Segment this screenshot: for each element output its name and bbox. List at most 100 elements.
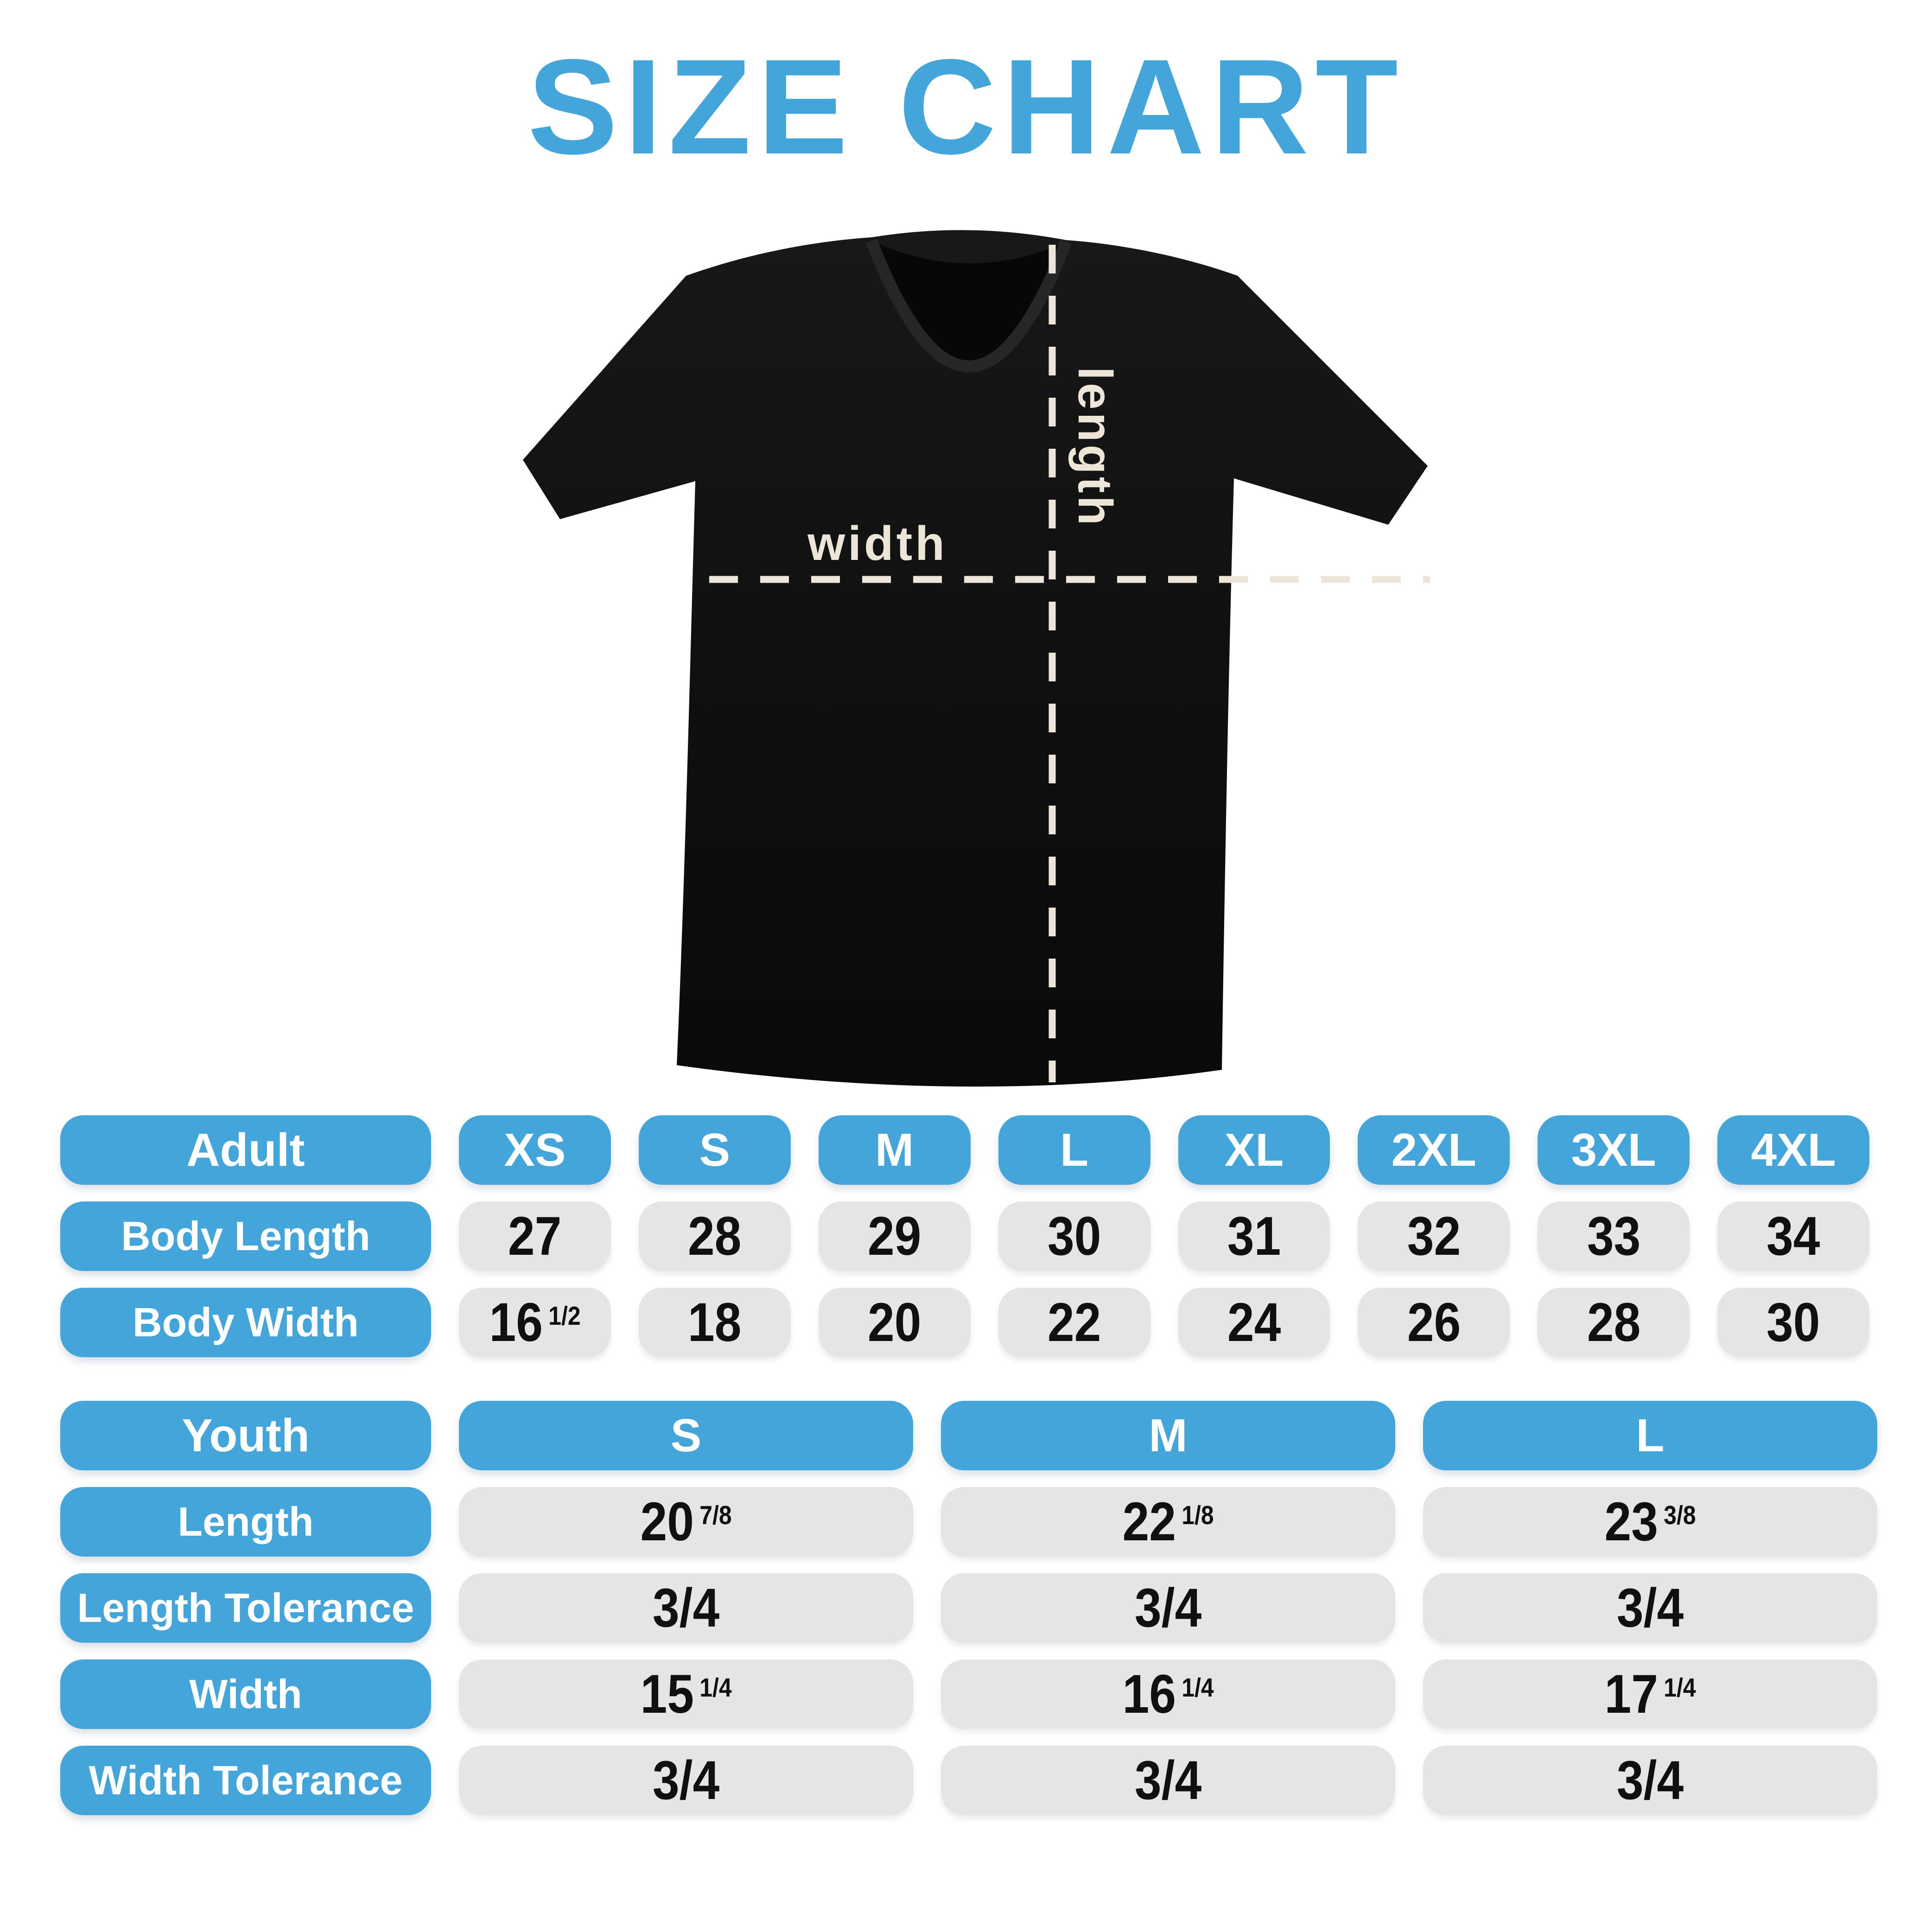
cell-value: 3/4 bbox=[1135, 1753, 1201, 1808]
cell-value: 16 1/2 bbox=[489, 1295, 580, 1350]
value-number: 18 bbox=[688, 1292, 742, 1353]
adult-size-header-3xl: 3XL bbox=[1538, 1115, 1690, 1185]
value-number: 15 bbox=[640, 1664, 694, 1725]
value-number: 17 bbox=[1604, 1664, 1658, 1725]
youth-table-title-cell: Youth bbox=[60, 1401, 431, 1470]
adult-body-width-l: 22 bbox=[998, 1288, 1150, 1357]
adult-table-title-cell: Adult bbox=[60, 1115, 431, 1185]
cell-value: 22 bbox=[1048, 1295, 1101, 1350]
cell-value: 20 7/8 bbox=[640, 1494, 731, 1549]
cell-value: 3/4 bbox=[1617, 1753, 1684, 1808]
youth-row-label-length-tolerance: Length Tolerance bbox=[60, 1573, 431, 1643]
adult-body-length-xl: 31 bbox=[1178, 1201, 1330, 1271]
tshirt-silhouette bbox=[523, 230, 1428, 1087]
adult-body-length-4xl: 34 bbox=[1717, 1201, 1869, 1271]
cell-value: 29 bbox=[868, 1209, 922, 1264]
adult-size-header-s: S bbox=[638, 1115, 791, 1185]
youth-length-l: 23 3/8 bbox=[1423, 1487, 1877, 1557]
adult-body-length-2xl: 32 bbox=[1358, 1201, 1510, 1271]
value-number: 22 bbox=[1122, 1491, 1176, 1552]
value-number: 20 bbox=[640, 1491, 694, 1552]
value-fraction: 1/4 bbox=[1664, 1673, 1696, 1703]
adult-size-header-4xl: 4XL bbox=[1717, 1115, 1869, 1185]
adult-body-width-m: 20 bbox=[818, 1288, 971, 1357]
value-number: 32 bbox=[1407, 1206, 1461, 1267]
tshirt-image: width length bbox=[523, 230, 1430, 1087]
width-label: width bbox=[807, 517, 947, 571]
cell-value: 31 bbox=[1227, 1209, 1281, 1264]
value-number: 16 bbox=[489, 1292, 543, 1353]
cell-value: 28 bbox=[688, 1209, 742, 1264]
value-fraction: 1/4 bbox=[1182, 1673, 1214, 1703]
adult-body-length-m: 29 bbox=[818, 1201, 971, 1271]
cell-value: 24 bbox=[1227, 1295, 1281, 1350]
value-number: 29 bbox=[867, 1206, 922, 1267]
cell-value: 34 bbox=[1767, 1209, 1820, 1264]
youth-row-label-length: Length bbox=[60, 1487, 431, 1557]
value-number: 22 bbox=[1047, 1292, 1101, 1353]
value-number: 26 bbox=[1407, 1292, 1461, 1353]
cell-value: 33 bbox=[1587, 1209, 1640, 1264]
cell-value: 3/4 bbox=[653, 1581, 719, 1635]
cell-value: 16 1/4 bbox=[1122, 1667, 1214, 1722]
value-number: 3/4 bbox=[1616, 1750, 1684, 1811]
adult-body-length-xs: 27 bbox=[459, 1201, 611, 1271]
cell-value: 32 bbox=[1407, 1209, 1461, 1264]
cell-value: 18 bbox=[688, 1295, 742, 1350]
length-label: length bbox=[1068, 367, 1122, 528]
adult-size-header-l: L bbox=[998, 1115, 1150, 1185]
adult-body-width-4xl: 30 bbox=[1717, 1288, 1869, 1357]
adult-size-header-m: M bbox=[818, 1115, 971, 1185]
adult-size-table: Adult XS S M L XL 2XL 3XL 4XL Body Lengt… bbox=[60, 1115, 1869, 1357]
cell-value: 15 1/4 bbox=[640, 1667, 731, 1722]
adult-size-header-xs: XS bbox=[459, 1115, 611, 1185]
adult-body-width-2xl: 26 bbox=[1358, 1288, 1510, 1357]
value-number: 34 bbox=[1767, 1206, 1820, 1267]
value-number: 3/4 bbox=[1616, 1577, 1684, 1639]
value-number: 28 bbox=[688, 1206, 742, 1267]
youth-size-header-l: L bbox=[1423, 1401, 1877, 1470]
youth-width-m: 16 1/4 bbox=[941, 1659, 1395, 1729]
youth-width-tolerance-m: 3/4 bbox=[941, 1746, 1395, 1815]
adult-body-width-xl: 24 bbox=[1178, 1288, 1330, 1357]
youth-width-tolerance-s: 3/4 bbox=[459, 1746, 913, 1815]
youth-width-tolerance-l: 3/4 bbox=[1423, 1746, 1877, 1815]
cell-value: 17 1/4 bbox=[1604, 1667, 1696, 1722]
youth-length-tolerance-m: 3/4 bbox=[941, 1573, 1395, 1643]
youth-length-m: 22 1/8 bbox=[941, 1487, 1395, 1557]
value-number: 31 bbox=[1227, 1206, 1281, 1267]
value-number: 20 bbox=[867, 1292, 922, 1353]
value-fraction: 3/8 bbox=[1664, 1500, 1696, 1530]
adult-row-label-body-length: Body Length bbox=[60, 1201, 431, 1271]
value-fraction: 7/8 bbox=[699, 1500, 732, 1530]
value-number: 3/4 bbox=[652, 1750, 720, 1811]
adult-row-label-body-width: Body Width bbox=[60, 1288, 431, 1357]
cell-value: 28 bbox=[1587, 1295, 1640, 1350]
cell-value: 3/4 bbox=[653, 1753, 719, 1808]
adult-size-header-2xl: 2XL bbox=[1358, 1115, 1510, 1185]
value-number: 33 bbox=[1587, 1206, 1640, 1267]
youth-size-header-m: M bbox=[941, 1401, 1395, 1470]
youth-length-tolerance-s: 3/4 bbox=[459, 1573, 913, 1643]
adult-body-width-xs: 16 1/2 bbox=[459, 1288, 611, 1357]
youth-width-l: 17 1/4 bbox=[1423, 1659, 1877, 1729]
youth-length-tolerance-l: 3/4 bbox=[1423, 1573, 1877, 1643]
value-number: 3/4 bbox=[652, 1577, 720, 1639]
cell-value: 30 bbox=[1048, 1209, 1101, 1264]
collar-line bbox=[865, 239, 1072, 373]
value-number: 30 bbox=[1047, 1206, 1101, 1267]
cell-value: 3/4 bbox=[1135, 1581, 1201, 1635]
value-number: 24 bbox=[1227, 1292, 1281, 1353]
adult-body-width-s: 18 bbox=[638, 1288, 791, 1357]
cell-value: 30 bbox=[1767, 1295, 1820, 1350]
youth-width-s: 15 1/4 bbox=[459, 1659, 913, 1729]
value-number: 30 bbox=[1767, 1292, 1820, 1353]
youth-length-s: 20 7/8 bbox=[459, 1487, 913, 1557]
youth-row-label-width-tolerance: Width Tolerance bbox=[60, 1746, 431, 1815]
youth-size-header-s: S bbox=[459, 1401, 913, 1470]
cell-value: 23 3/8 bbox=[1604, 1494, 1696, 1549]
cell-value: 26 bbox=[1407, 1295, 1461, 1350]
page-title: SIZE CHART bbox=[527, 31, 1405, 182]
value-fraction: 1/2 bbox=[548, 1301, 581, 1331]
